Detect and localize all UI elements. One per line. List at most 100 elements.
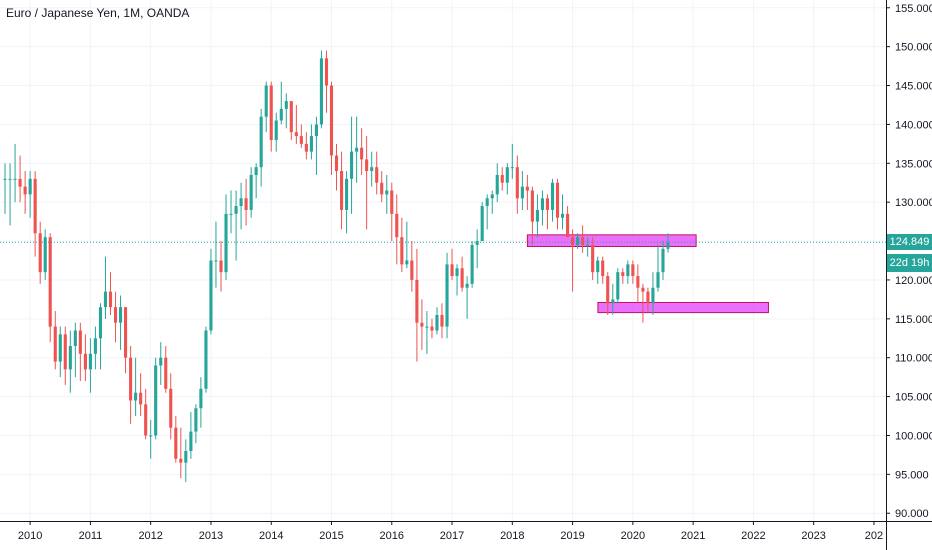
candle-body	[350, 151, 354, 179]
candle-body	[500, 174, 504, 183]
support-resistance-zone	[526, 234, 697, 248]
candle-body	[38, 233, 42, 273]
candle-body	[395, 213, 399, 238]
candle-body	[149, 435, 153, 437]
x-tick-label: 2010	[18, 530, 42, 542]
candle-body	[324, 58, 329, 86]
candle-body	[239, 198, 243, 207]
candle-body	[28, 178, 32, 195]
candle-body	[254, 167, 258, 175]
candle-body	[314, 124, 318, 137]
y-tick-label: 100.000	[895, 430, 932, 442]
candle-body	[666, 242, 670, 249]
candle-body	[420, 322, 424, 327]
candle-body	[540, 198, 545, 210]
candle-body	[214, 260, 218, 262]
candle-body	[455, 268, 459, 277]
candle-body	[651, 287, 655, 304]
candle-body	[63, 334, 67, 370]
y-tick-label: 90.000	[895, 508, 929, 520]
candle-body	[209, 260, 213, 331]
candle-body	[646, 291, 650, 304]
candle-body	[611, 299, 615, 304]
y-tick-label: 140.000	[895, 119, 932, 131]
candle-body	[425, 326, 429, 328]
y-tick-label: 135.000	[895, 158, 932, 170]
candle-body	[184, 451, 188, 463]
candle-body	[641, 287, 645, 292]
candle-body	[113, 307, 118, 323]
candle-body	[375, 167, 379, 183]
candle-body	[606, 276, 610, 304]
candle-body	[365, 159, 369, 172]
candle-body	[560, 213, 565, 218]
candle-body	[154, 365, 158, 436]
candle-body	[515, 167, 519, 199]
candle-body	[78, 330, 82, 354]
x-tick-label: 2022	[741, 530, 765, 542]
candle-body	[93, 338, 97, 354]
candle-body	[505, 167, 509, 183]
x-tick-label: 2017	[440, 530, 464, 542]
candle-body	[118, 307, 123, 323]
candle-body	[661, 248, 665, 273]
candle-body	[385, 190, 389, 195]
candle-body	[33, 178, 37, 234]
candle-body	[340, 171, 344, 210]
candle-body	[550, 182, 555, 210]
candle-body	[284, 101, 288, 109]
candle-body	[234, 206, 238, 214]
candle-body	[229, 213, 233, 215]
candle-body	[259, 116, 263, 168]
candle-body	[274, 120, 278, 140]
candle-body	[571, 237, 575, 245]
candle-body	[485, 198, 489, 207]
candle-body	[48, 237, 52, 327]
candle-body	[555, 182, 560, 218]
candle-body	[390, 190, 394, 214]
candle-body	[475, 241, 479, 245]
candle-body	[244, 198, 248, 210]
y-tick-label: 145.000	[895, 81, 932, 93]
candle-body	[616, 272, 620, 300]
candle-body	[601, 260, 605, 277]
y-tick-label: 130.000	[895, 197, 932, 209]
candle-body	[309, 136, 313, 152]
candle-body	[219, 260, 223, 273]
candle-body	[581, 237, 585, 245]
candle-body	[586, 244, 590, 246]
candle-body	[470, 244, 474, 284]
candle-body	[23, 186, 27, 195]
y-tick-label: 155.000	[895, 3, 932, 15]
candle-body	[123, 307, 128, 358]
x-tick-label: 2021	[681, 530, 705, 542]
candle-body	[3, 178, 7, 180]
candle-body	[405, 260, 409, 265]
y-tick-label: 110.000	[895, 353, 932, 365]
candle-body	[329, 85, 334, 156]
chart-title: Euro / Japanese Yen, 1M, OANDA	[6, 6, 190, 20]
x-tick-label: 2011	[79, 530, 103, 542]
candle-body	[83, 353, 87, 370]
x-tick-label: 2020	[621, 530, 645, 542]
candle-body	[224, 213, 228, 273]
candle-body	[380, 182, 384, 195]
candle-body	[13, 178, 17, 180]
candle-body	[530, 190, 534, 222]
candles	[3, 50, 670, 483]
candle-body	[576, 237, 580, 245]
candle-body	[304, 143, 308, 152]
candle-body	[621, 272, 625, 277]
plot-area	[0, 0, 886, 521]
candle-body	[430, 326, 434, 331]
candle-body	[299, 136, 303, 144]
candle-body	[53, 326, 57, 362]
x-tick-label: 2016	[380, 530, 404, 542]
candle-body	[465, 283, 469, 288]
candle-body	[545, 198, 550, 210]
candle-body	[435, 314, 439, 331]
candle-body	[58, 334, 62, 362]
candle-body	[139, 392, 143, 405]
